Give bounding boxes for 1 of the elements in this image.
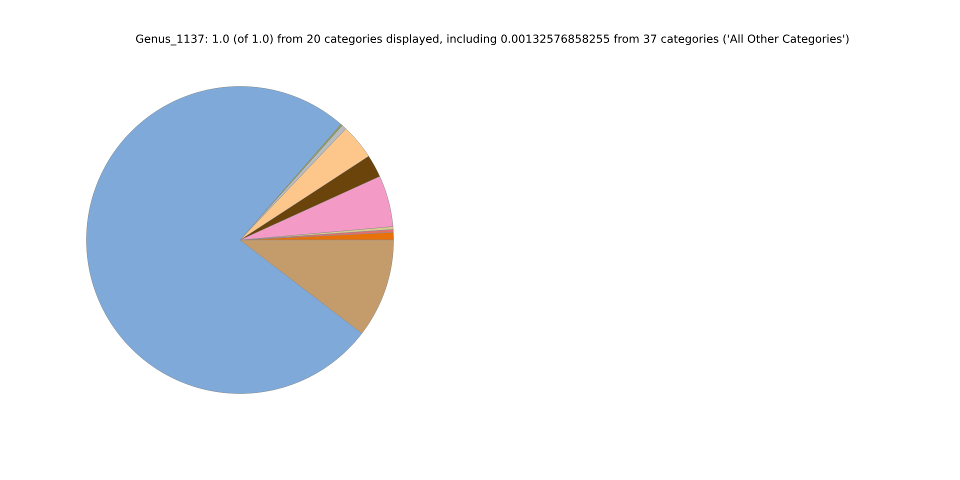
text: Genus_1137: 1.0 (of 1.0) from 20 categories displayed, including 0.00132576858255 from 37 categories ('All Other Categories') xyxy=(136,34,849,46)
